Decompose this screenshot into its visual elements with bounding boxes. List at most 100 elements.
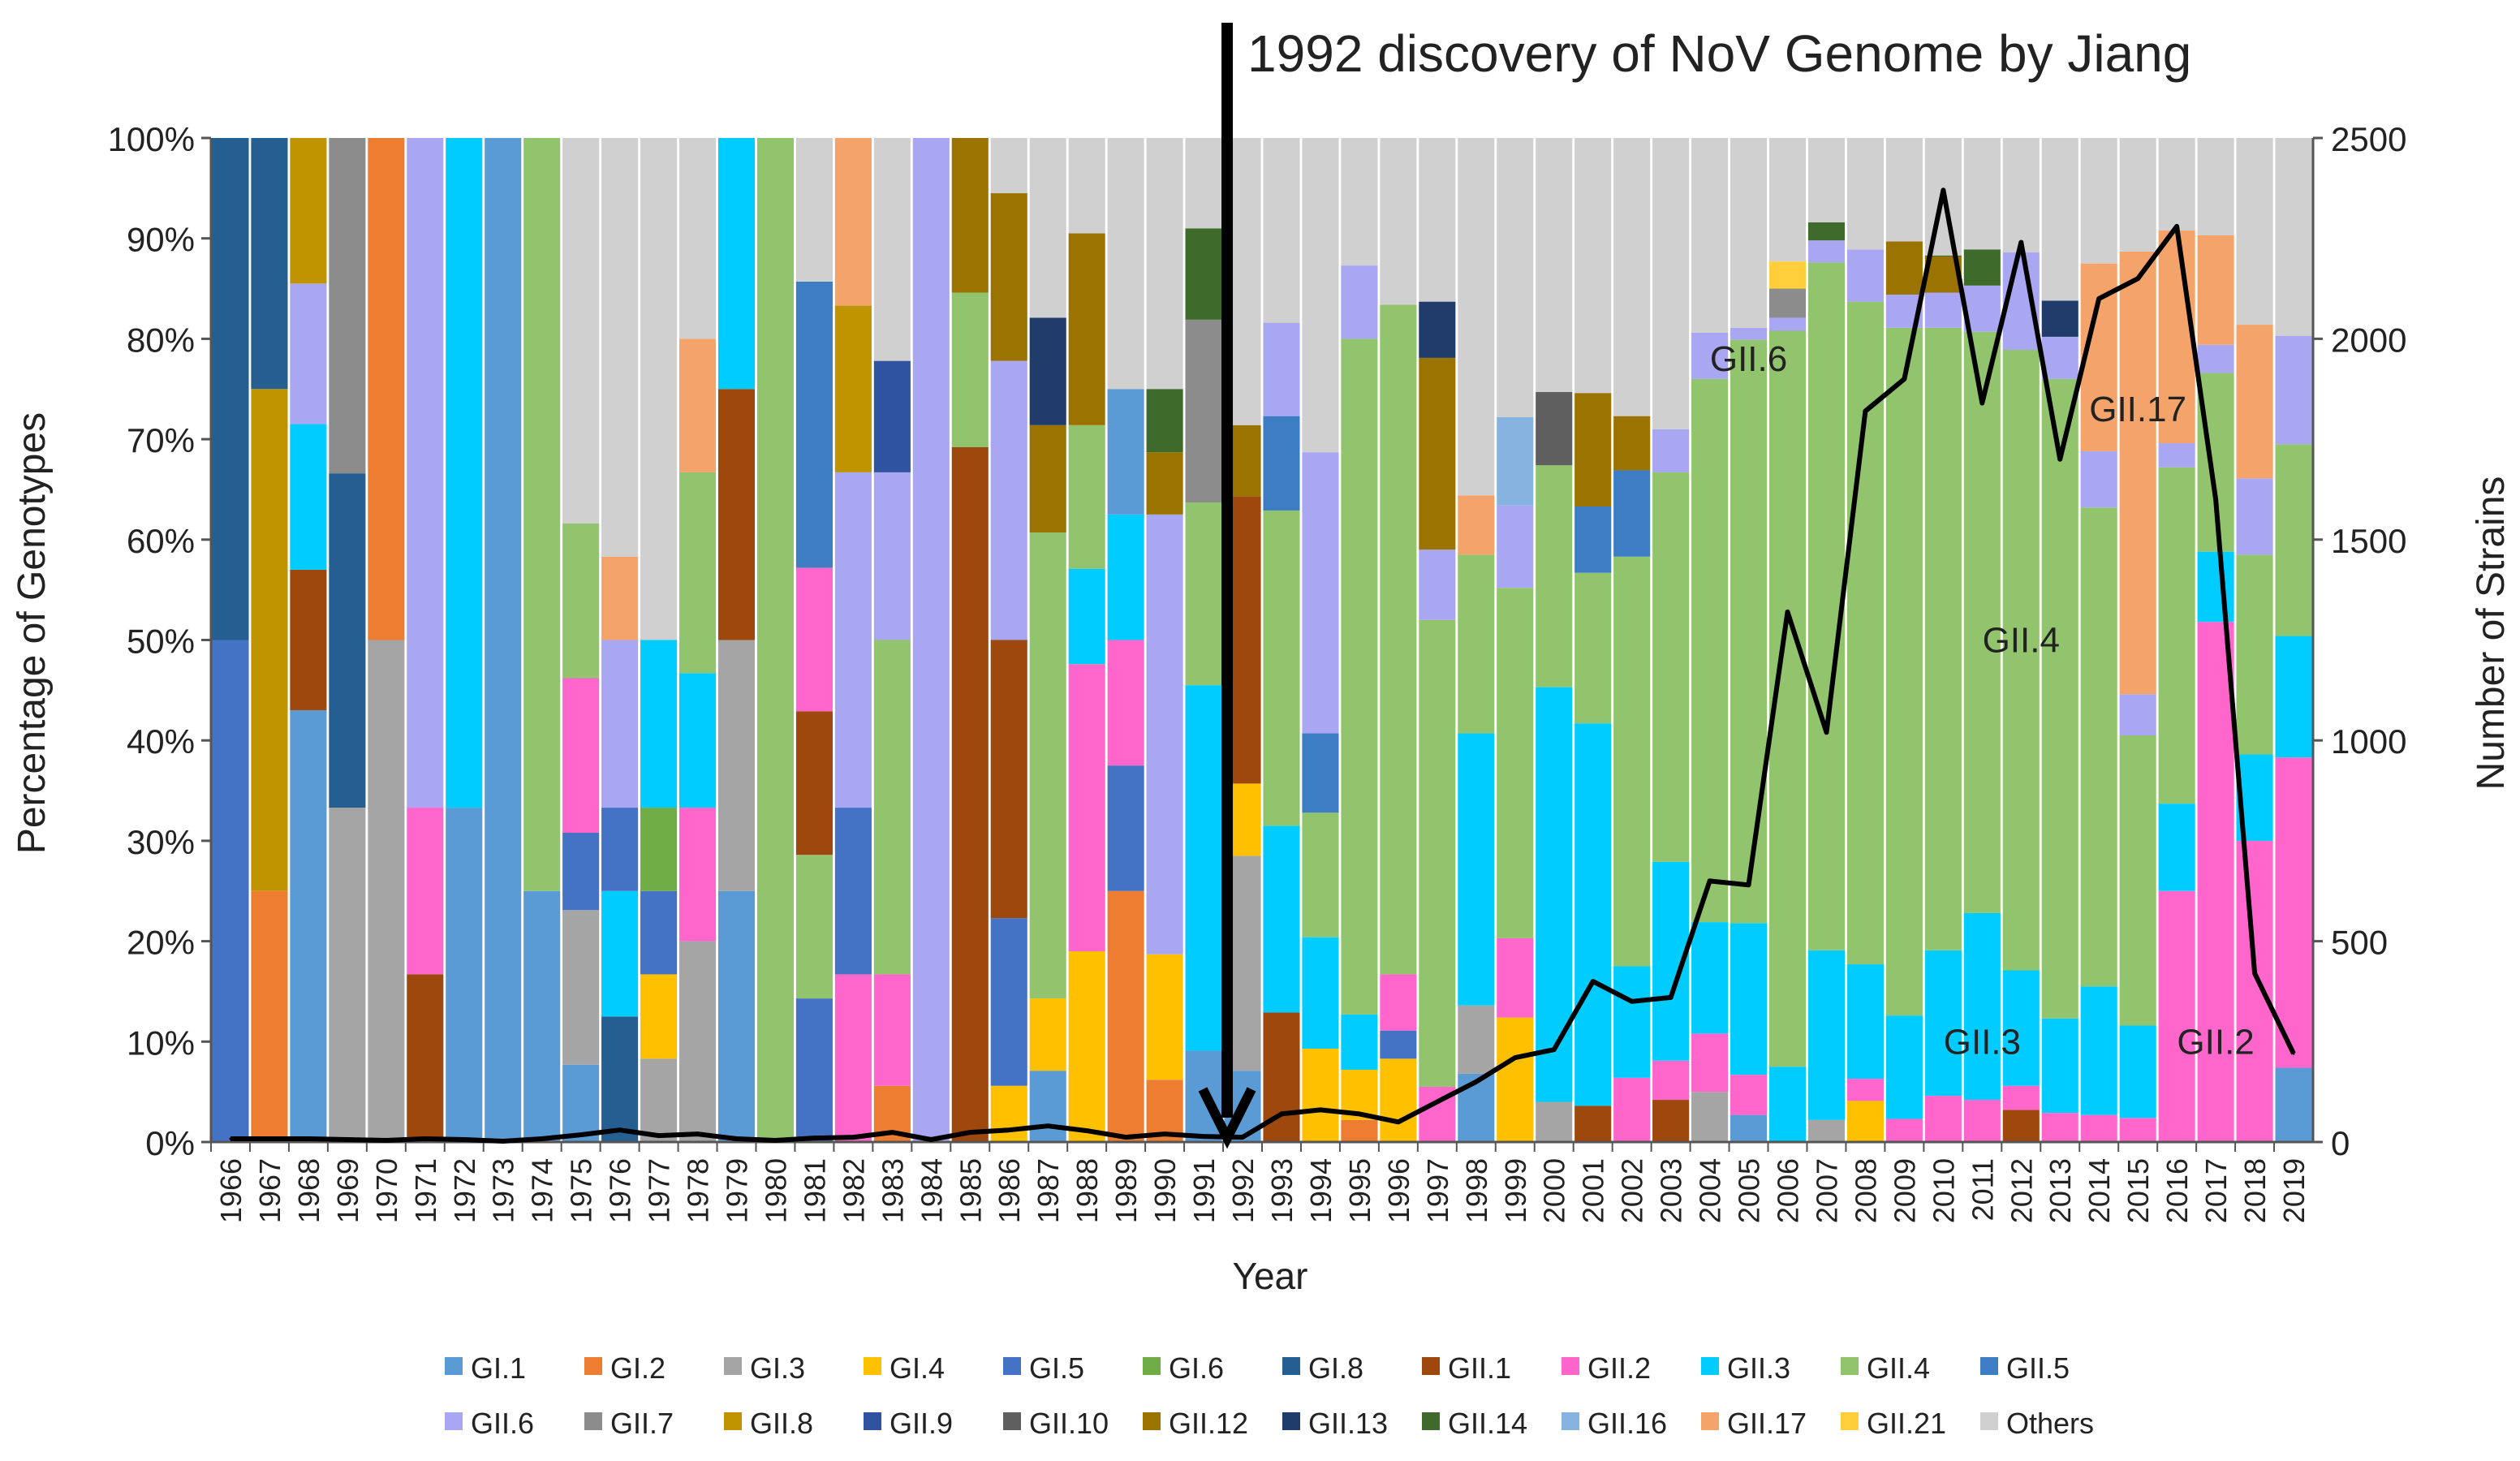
x-tick-label: 1978 bbox=[682, 1158, 715, 1223]
x-tick-label: 1994 bbox=[1304, 1158, 1338, 1223]
bar-segment-1988-gi-4 bbox=[1068, 950, 1105, 1142]
bar-segment-1999-others bbox=[1497, 138, 1534, 417]
bar-segment-1986-gi-4 bbox=[990, 1085, 1027, 1142]
bar-segment-2015-others bbox=[2119, 138, 2156, 252]
bar-segment-2015-gii-17 bbox=[2119, 251, 2156, 695]
bar-segment-2013-gii-6 bbox=[2041, 336, 2078, 379]
bar-segment-1986-gii-1 bbox=[990, 640, 1027, 919]
bar-segment-2019-gii-2 bbox=[2275, 757, 2312, 1068]
strains-point-2012 bbox=[2019, 241, 2022, 244]
bar-segment-2019-gi-1 bbox=[2275, 1067, 2312, 1142]
y2-tick-label: 1500 bbox=[2331, 522, 2406, 560]
bar-segment-1999-gii-16 bbox=[1497, 416, 1534, 506]
bar-segment-2017-others bbox=[2197, 138, 2234, 235]
strains-point-1979 bbox=[735, 1137, 738, 1140]
bar-segment-2012-gii-3 bbox=[2002, 970, 2040, 1086]
x-tick-label: 2010 bbox=[1927, 1158, 1960, 1223]
bar-segment-2004-others bbox=[1691, 138, 1729, 333]
legend-swatch-gii-5 bbox=[1980, 1357, 1998, 1375]
legend-swatch-gii-7 bbox=[584, 1412, 602, 1430]
x-tick-label: 1992 bbox=[1226, 1158, 1260, 1223]
bar-segment-1996-gi-5 bbox=[1380, 1030, 1417, 1059]
bar-segment-1969-gi-8 bbox=[329, 473, 366, 808]
x-tick-label: 2012 bbox=[2005, 1158, 2038, 1223]
strains-point-1972 bbox=[463, 1138, 466, 1141]
y2-axis-label: Number of Strains bbox=[2470, 476, 2513, 791]
bar-segment-2009-gii-3 bbox=[1885, 1015, 1923, 1119]
x-tick-label: 2008 bbox=[1849, 1158, 1882, 1223]
bar-segment-1986-gii-12 bbox=[990, 193, 1027, 361]
bar-segment-1998-gii-4 bbox=[1458, 554, 1495, 734]
bar-segment-1993-gii-6 bbox=[1263, 322, 1300, 416]
bar-segment-1993-gii-3 bbox=[1263, 825, 1300, 1013]
inline-label-gii-3: GII.3 bbox=[1944, 1022, 2021, 1062]
strains-point-1988 bbox=[1085, 1129, 1088, 1132]
bar-segment-1975-gi-5 bbox=[562, 833, 600, 911]
legend-swatch-gii-8 bbox=[724, 1412, 742, 1430]
bar-segment-1978-gii-4 bbox=[678, 472, 717, 674]
x-tick-label: 2000 bbox=[1538, 1158, 1571, 1223]
legend-swatch-gii-3 bbox=[1701, 1357, 1719, 1375]
legend-swatch-gii-4 bbox=[1841, 1357, 1859, 1375]
bar-segment-2018-gii-17 bbox=[2236, 325, 2273, 479]
strains-point-1973 bbox=[502, 1140, 505, 1143]
bar-segment-2001-gii-12 bbox=[1574, 393, 1612, 506]
x-tick-label: 1984 bbox=[915, 1158, 948, 1223]
bar-segment-1989-gi-1 bbox=[1107, 389, 1144, 515]
legend-label-gii-12: GII.12 bbox=[1169, 1407, 1248, 1440]
bar-segment-2005-gii-4 bbox=[1730, 339, 1768, 924]
bar-segment-1967-gii-8 bbox=[251, 389, 288, 891]
bar-segment-1971-gii-6 bbox=[407, 138, 444, 808]
bar-segment-1995-others bbox=[1341, 138, 1378, 266]
bar-segment-2004-gii-4 bbox=[1691, 378, 1729, 923]
bar-segment-2007-gi-3 bbox=[1807, 1119, 1846, 1142]
strains-point-1985 bbox=[968, 1131, 971, 1134]
bar-segment-2019-others bbox=[2275, 138, 2312, 336]
bar-segment-2002-gii-3 bbox=[1613, 966, 1651, 1078]
x-tick-label: 1997 bbox=[1421, 1158, 1454, 1223]
strains-point-2016 bbox=[2175, 225, 2178, 228]
x-tick-label: 1971 bbox=[409, 1158, 442, 1223]
bar-segment-2013-gii-2 bbox=[2041, 1113, 2078, 1142]
inline-label-gii-17: GII.17 bbox=[2089, 390, 2186, 429]
bar-segment-1999-gii-4 bbox=[1497, 588, 1534, 938]
y-tick-label: 70% bbox=[127, 421, 195, 459]
bar-segment-1990-gii-12 bbox=[1146, 452, 1183, 515]
x-tick-label: 2017 bbox=[2199, 1158, 2233, 1223]
legend-swatch-gii-21 bbox=[1841, 1412, 1859, 1430]
bar-segment-1983-gii-4 bbox=[873, 640, 911, 975]
strains-point-1983 bbox=[890, 1131, 894, 1134]
strains-point-2011 bbox=[1980, 402, 1984, 405]
strains-point-1978 bbox=[696, 1132, 700, 1136]
strains-point-2014 bbox=[2097, 297, 2100, 300]
legend-label-gii-21: GII.21 bbox=[1867, 1407, 1946, 1440]
strains-point-2019 bbox=[2292, 1052, 2295, 1055]
bar-segment-1974-gii-4 bbox=[523, 138, 561, 891]
bar-segment-1988-gii-3 bbox=[1068, 568, 1105, 665]
legend-swatch-gi-5 bbox=[1003, 1357, 1021, 1375]
legend-swatch-others bbox=[1980, 1412, 1998, 1430]
bar-segment-1969-gii-7 bbox=[329, 138, 366, 474]
bar-segment-1994-gii-4 bbox=[1302, 812, 1339, 937]
x-tick-label: 2006 bbox=[1772, 1158, 1805, 1223]
legend-swatch-gii-2 bbox=[1562, 1357, 1579, 1375]
bar-segment-1998-gii-17 bbox=[1458, 495, 1495, 555]
bar-segment-2003-gii-2 bbox=[1652, 1060, 1690, 1101]
bar-segment-1979-gi-1 bbox=[717, 890, 756, 1142]
bar-segment-1976-gi-5 bbox=[601, 808, 639, 891]
bar-segment-2017-gii-17 bbox=[2197, 235, 2234, 345]
bar-segment-2005-others bbox=[1730, 138, 1768, 328]
x-tick-label: 1974 bbox=[526, 1158, 559, 1223]
bar-segment-1988-gii-2 bbox=[1068, 664, 1105, 951]
x-tick-label: 1989 bbox=[1109, 1158, 1143, 1223]
bar-segment-1993-gii-5 bbox=[1263, 416, 1300, 511]
bar-segment-1987-gi-4 bbox=[1029, 998, 1066, 1071]
legend-label-gii-3: GII.3 bbox=[1727, 1351, 1790, 1385]
bar-segment-1978-gii-17 bbox=[678, 338, 717, 472]
bar-segment-2002-gii-5 bbox=[1613, 470, 1651, 557]
strains-point-1989 bbox=[1124, 1136, 1127, 1139]
bar-segment-2000-others bbox=[1536, 138, 1573, 392]
bar-segment-1968-gii-6 bbox=[290, 283, 327, 425]
strains-point-1998 bbox=[1475, 1080, 1478, 1084]
bar-segment-2007-others bbox=[1807, 138, 1846, 222]
